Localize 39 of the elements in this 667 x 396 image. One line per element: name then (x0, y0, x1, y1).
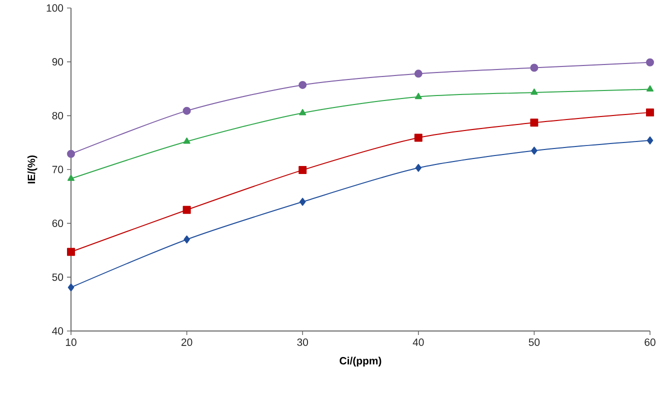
y-tick-label: 60 (52, 220, 64, 228)
y-tick-label: 50 (52, 273, 64, 281)
point (67, 150, 75, 158)
point (182, 106, 191, 115)
point (415, 164, 422, 172)
point (299, 108, 306, 116)
point (298, 166, 307, 174)
point (530, 118, 538, 127)
point (530, 88, 538, 95)
x-tick-label: 20 (182, 338, 192, 346)
y-tick-label: 90 (52, 58, 64, 66)
point (646, 85, 654, 92)
point (531, 146, 538, 155)
y-tick-label: 80 (52, 112, 64, 120)
y-tick-label: 70 (52, 166, 64, 174)
x-tick-label: 40 (412, 338, 424, 346)
point (646, 58, 654, 66)
point (68, 283, 74, 292)
point (67, 248, 75, 256)
point (646, 136, 654, 144)
point (414, 134, 422, 142)
point (414, 70, 422, 78)
x-axis-title: Ci/(ppm) (340, 356, 382, 367)
y-tick-label: 40 (52, 327, 64, 335)
point (67, 174, 75, 181)
point (184, 235, 190, 244)
x-tick-label: 10 (66, 338, 76, 346)
point (298, 80, 307, 89)
point (414, 92, 422, 100)
y-axis-title: IE/(%) (27, 156, 38, 184)
x-tick-label: 30 (297, 338, 308, 346)
point (183, 138, 190, 144)
point (182, 206, 191, 214)
point (646, 108, 654, 116)
point (299, 198, 306, 206)
x-tick-label: 60 (644, 338, 656, 346)
x-tick-label: 50 (528, 338, 540, 346)
point (530, 64, 538, 72)
y-tick-label: 100 (46, 4, 64, 12)
